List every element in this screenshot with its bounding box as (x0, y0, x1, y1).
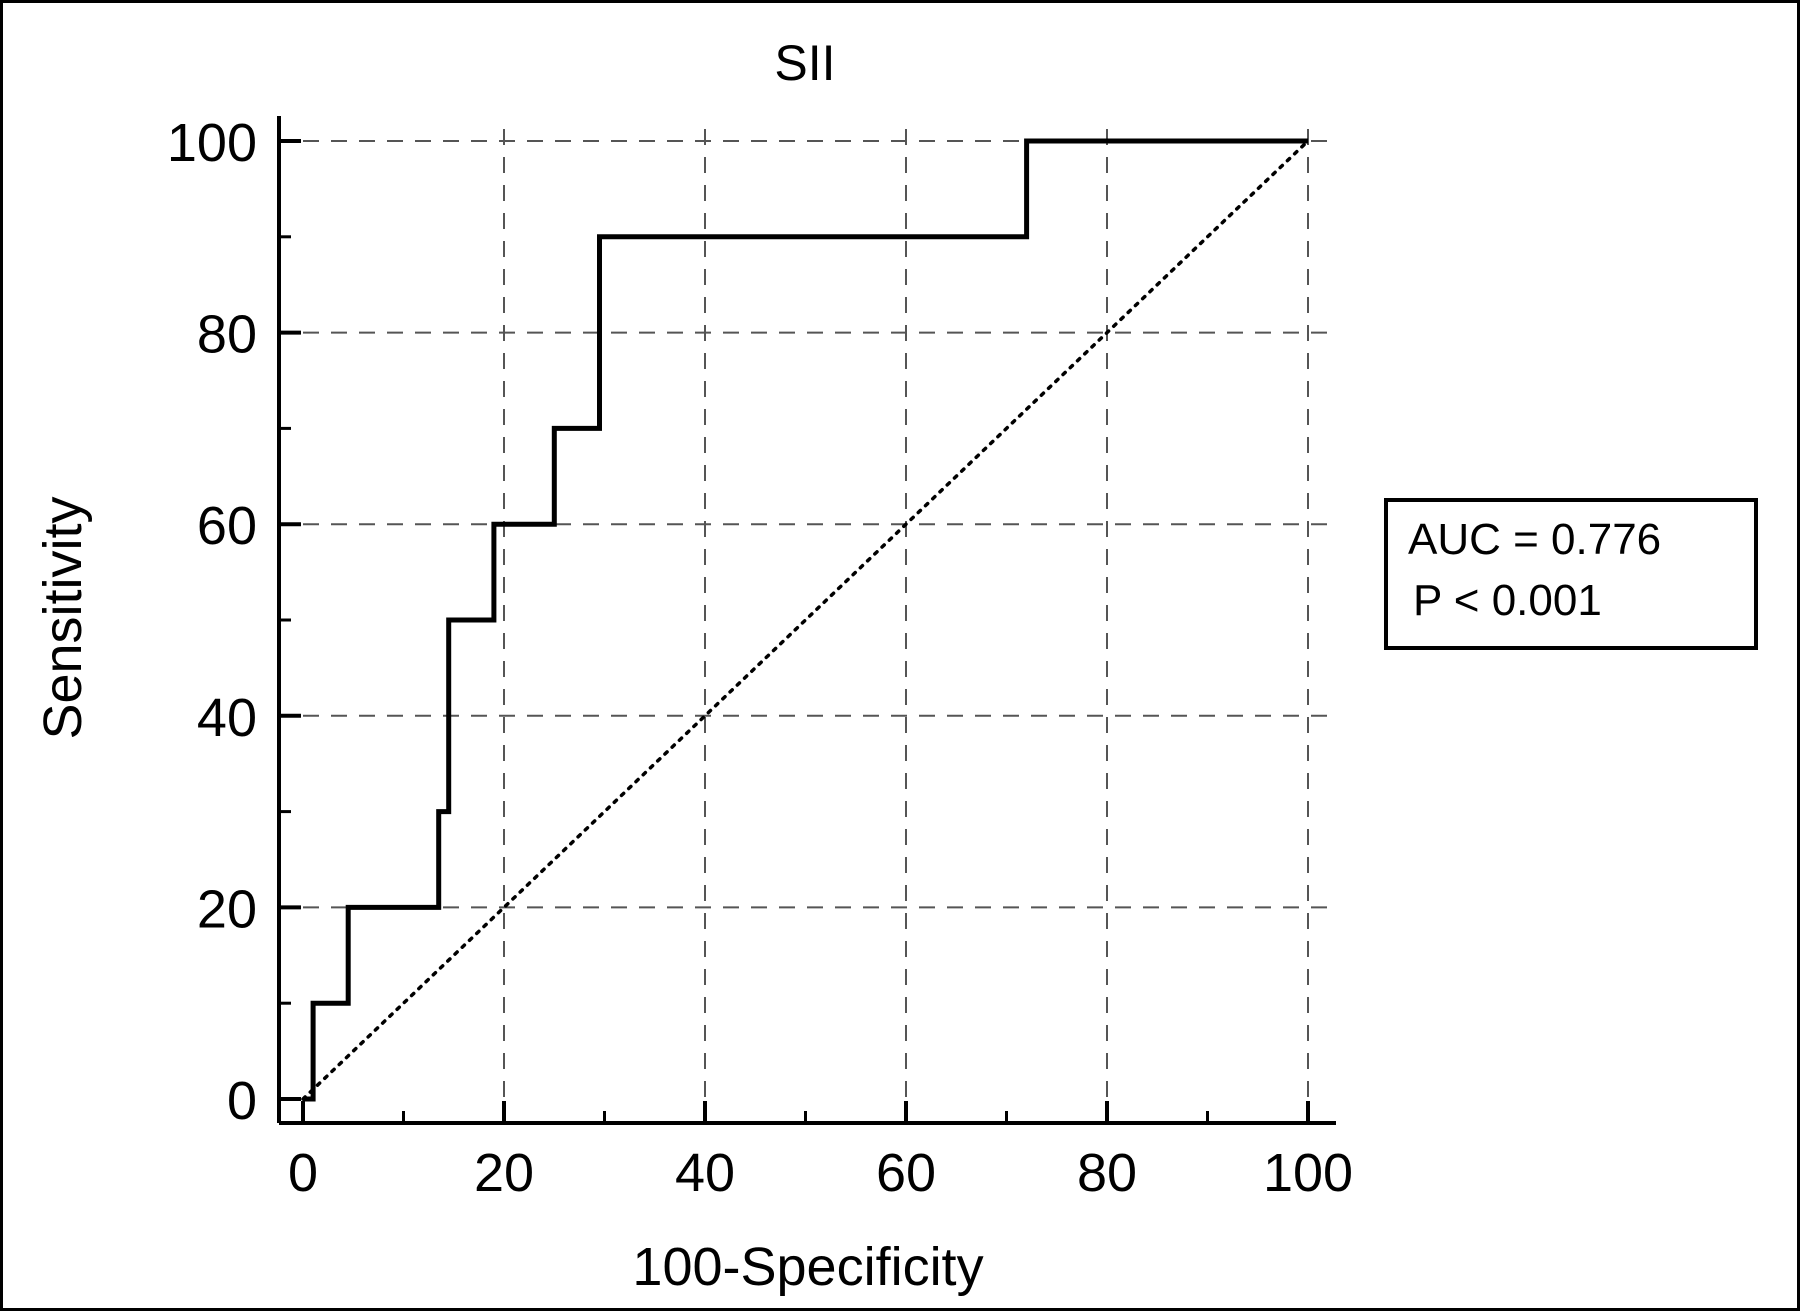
stats-box-frame (1384, 498, 1758, 650)
reference-diagonal (301, 139, 1310, 1101)
roc-curve (303, 138, 1308, 1102)
auc-annotation: AUC = 0.776 (1408, 515, 1661, 564)
y-axis-label: Sensitivity (33, 496, 93, 739)
x-tick-label: 20 (474, 1143, 534, 1203)
p-value-annotation: P < 0.001 (1413, 576, 1602, 625)
y-tick-label: 20 (197, 879, 257, 939)
grid-layer (303, 129, 1338, 1099)
axes-layer: 0 20 40 60 80 100 0 20 40 60 80 100 (167, 113, 1353, 1203)
stats-box: AUC = 0.776 P < 0.001 (1384, 498, 1758, 650)
chart-title: SII (774, 35, 835, 91)
y-tick-label: 60 (197, 496, 257, 556)
x-axis-label: 100-Specificity (632, 1237, 983, 1297)
x-tick-label: 80 (1077, 1143, 1137, 1203)
roc-chart: 0 20 40 60 80 100 0 20 40 60 80 100 SII 100-Specifi… (33, 35, 1758, 1297)
series-layer (301, 138, 1310, 1102)
y-tick-label: 40 (197, 688, 257, 748)
labels-layer: SII 100-Specificity Sensitivity (33, 35, 984, 1297)
x-tick-label: 60 (876, 1143, 936, 1203)
x-tick-label: 40 (675, 1143, 735, 1203)
y-tick-label: 0 (227, 1071, 257, 1131)
y-tick-label: 100 (167, 113, 257, 173)
x-tick-label: 0 (288, 1143, 318, 1203)
x-tick-label: 100 (1263, 1143, 1353, 1203)
y-tick-label: 80 (197, 305, 257, 365)
